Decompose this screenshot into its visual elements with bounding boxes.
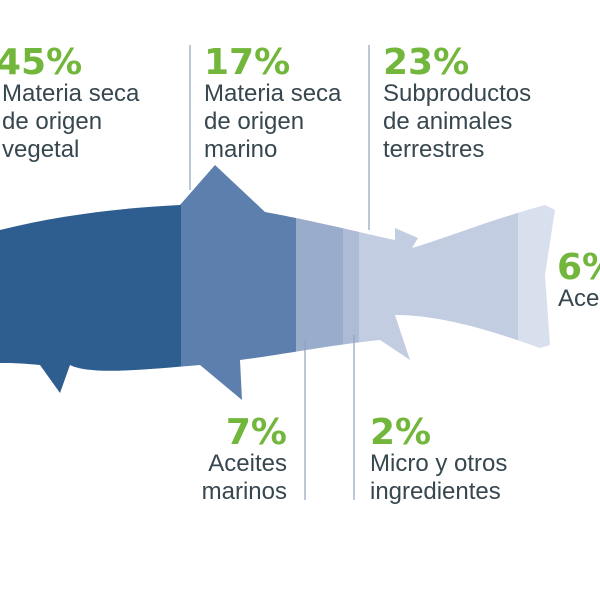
category-label: ingredientes	[370, 478, 501, 505]
category-label: de origen	[2, 108, 102, 135]
category-label: Aceites	[208, 450, 287, 477]
category-label: marino	[204, 136, 277, 163]
category-label: de animales	[383, 108, 512, 135]
data-label: 6%	[557, 247, 600, 288]
category-label: Ace	[558, 285, 599, 312]
data-label: 23%	[383, 42, 469, 83]
category-label: marinos	[202, 478, 287, 505]
fish-body	[0, 165, 555, 400]
data-label: 17%	[204, 42, 290, 83]
data-label: 2%	[370, 412, 431, 453]
segment-label-vegetal: 45% Materia seca de origen vegetal	[0, 42, 140, 163]
fish-segment	[296, 165, 343, 400]
category-label: Micro y otros	[370, 450, 507, 477]
category-label: Subproductos	[383, 80, 531, 107]
segment-label-terrestres: 23% Subproductos de animales terrestres	[383, 42, 531, 163]
category-label: de origen	[204, 108, 304, 135]
segment-label-aceites-marinos: 7% Aceites marinos	[202, 412, 287, 505]
fish-segment	[0, 165, 181, 400]
category-label: vegetal	[2, 136, 79, 163]
category-label: Materia seca	[204, 80, 342, 107]
category-label: Materia seca	[2, 80, 140, 107]
data-label: 45%	[0, 42, 82, 83]
fish-segment	[359, 165, 518, 400]
fish-segment	[181, 165, 296, 400]
data-label: 7%	[226, 412, 287, 453]
segment-label-micro: 2% Micro y otros ingredientes	[370, 412, 507, 505]
fish-segment	[343, 165, 359, 400]
separator-lines	[189, 45, 370, 500]
segment-label-aceites-vegetales: 6% Ace	[557, 247, 600, 312]
category-label: terrestres	[383, 136, 484, 163]
segment-label-marino: 17% Materia seca de origen marino	[204, 42, 342, 163]
